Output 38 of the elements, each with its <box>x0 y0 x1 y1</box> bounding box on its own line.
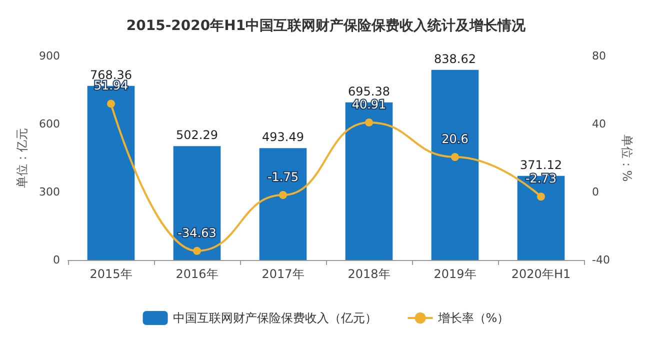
data-label: 838.62 <box>434 52 476 66</box>
data-label: -34.63 <box>178 226 216 240</box>
chart-title: 2015-2020年H1中国互联网财产保险保费收入统计及增长情况 <box>126 17 527 34</box>
legend-label: 中国互联网财产保险保费收入（亿元） <box>172 311 377 325</box>
data-label: 493.49 <box>262 130 304 144</box>
data-label: -2.73 <box>525 172 557 186</box>
y-tick-label: 600 <box>39 118 60 130</box>
y-tick-label: 0 <box>53 254 60 266</box>
x-tick-label: 2019年 <box>434 267 476 281</box>
point <box>451 152 459 161</box>
bar <box>431 70 479 260</box>
y2-axis-title: 单位：% <box>620 134 634 182</box>
point <box>365 118 373 126</box>
bar <box>173 146 221 260</box>
y2-tick-label: 0 <box>592 186 599 198</box>
x-tick-label: 2017年 <box>262 267 304 281</box>
point <box>107 100 115 108</box>
data-label: 695.38 <box>348 84 390 98</box>
data-label: -1.75 <box>267 170 299 184</box>
data-label: 51.94 <box>94 78 128 93</box>
x-tick-label: 2020年H1 <box>511 267 571 281</box>
y-tick-label: 300 <box>39 186 60 198</box>
x-tick-label: 2016年 <box>176 267 218 281</box>
data-label: 20.6 <box>442 132 468 146</box>
bar <box>259 148 307 260</box>
y-axis-title: 单位：亿元 <box>15 128 30 188</box>
data-label: 502.29 <box>176 128 218 142</box>
x-tick-label: 2015年 <box>90 267 132 281</box>
point <box>537 192 545 201</box>
y2-tick-label: 40 <box>592 118 606 130</box>
y2-tick-label: -40 <box>592 254 610 266</box>
x-tick-label: 2018年 <box>348 267 390 281</box>
y-tick-label: 900 <box>39 50 60 62</box>
point <box>279 190 287 199</box>
point <box>193 246 201 255</box>
data-label: 371.12 <box>520 158 562 172</box>
y2-tick-label: 80 <box>592 50 606 62</box>
legend-label: 增长率（%） <box>436 311 510 325</box>
